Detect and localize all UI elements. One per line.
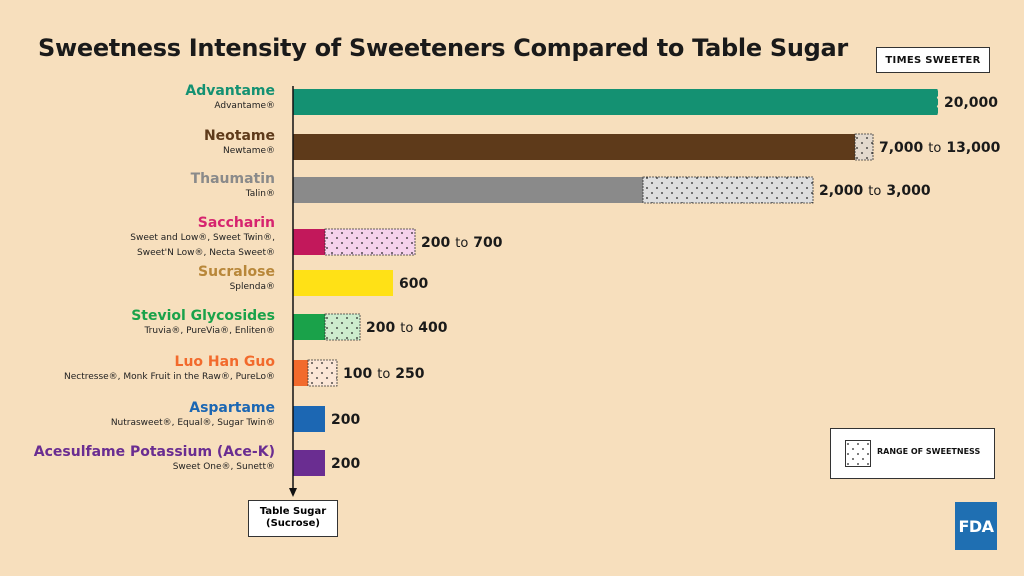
bar-group-4: Sucralose Splenda® 600: [198, 264, 428, 296]
bar-group-2: Thaumatin Talin® 2,000 to 3,000: [191, 171, 931, 204]
bar-group-6: Luo Han Guo Nectresse®, Monk Fruit in the…: [64, 354, 425, 387]
bar-group-8: Acesulfame Potassium (Ace-K) Sweet One®, …: [34, 444, 360, 476]
value-label-max-6: 250: [395, 366, 424, 382]
bar-group-3: Saccharin Sweet and Low®, Sweet Twin®, Swe…: [130, 215, 503, 258]
value-connector-6: to: [377, 367, 390, 382]
unit-label-box: TIMES SWEETER: [876, 47, 990, 73]
brand-label-2-0: Talin®: [245, 189, 275, 199]
baseline-label-line2: (Sucrose): [266, 518, 320, 529]
value-label-7: 200: [331, 412, 360, 428]
value-connector-1: to: [928, 141, 941, 156]
brand-label-3-1: Sweet'N Low®, Necta Sweet®: [137, 248, 275, 258]
bar-1: [293, 134, 855, 160]
baseline-label-line1: Table Sugar: [259, 506, 327, 517]
bar-2: [293, 177, 643, 203]
brand-label-7-0: Nutrasweet®, Equal®, Sugar Twin®: [111, 418, 275, 428]
value-connector-3: to: [455, 236, 468, 251]
bar-3: [293, 229, 325, 255]
axis-layer: [289, 86, 297, 497]
series-name-6: Luo Han Guo: [175, 354, 276, 370]
brand-label-0-0: Advantame®: [214, 101, 275, 111]
range-swatch: [845, 440, 871, 467]
brand-label-8-0: Sweet One®, Sunett®: [173, 462, 275, 472]
value-label-max-3: 700: [473, 235, 502, 251]
series-name-2: Thaumatin: [191, 171, 275, 187]
series-name-4: Sucralose: [198, 264, 275, 280]
fda-logo: FDA: [955, 502, 997, 550]
bar-8: [293, 450, 325, 476]
brand-label-3-0: Sweet and Low®, Sweet Twin®,: [130, 233, 275, 243]
bar-7: [293, 406, 325, 432]
brand-label-5-0: Truvia®, PureVia®, Enliten®: [143, 326, 275, 336]
range-dots-5: [325, 314, 360, 340]
value-label-5: 200: [366, 320, 395, 336]
value-label-max-1: 13,000: [946, 140, 1000, 156]
series-name-3: Saccharin: [198, 215, 275, 231]
value-label-4: 600: [399, 276, 428, 292]
range-dots-6: [308, 360, 337, 386]
bar-group-7: Aspartame Nutrasweet®, Equal®, Sugar Twin…: [111, 400, 360, 432]
value-connector-5: to: [400, 321, 413, 336]
range-dots-2: [643, 177, 813, 203]
value-label-max-2: 3,000: [886, 183, 931, 199]
value-label-2: 2,000: [819, 183, 864, 199]
axis-break-mark: [936, 88, 943, 116]
range-dots-3: [325, 229, 415, 255]
bar-4: [293, 270, 393, 296]
bars-layer: Advantame Advantame® 20,000 Neotame Newtame®…: [34, 83, 1001, 476]
baseline-label: Table Sugar (Sucrose): [248, 500, 338, 537]
series-name-8: Acesulfame Potassium (Ace-K): [34, 444, 275, 460]
value-label-1: 7,000: [879, 140, 924, 156]
bar-0: [293, 89, 938, 115]
bar-6: [293, 360, 308, 386]
value-connector-2: to: [868, 184, 881, 199]
bar-5: [293, 314, 325, 340]
value-label-0: 20,000: [944, 95, 998, 111]
brand-label-1-0: Newtame®: [223, 146, 275, 156]
brand-label-6-0: Nectresse®, Monk Fruit in the Raw®, Pure…: [64, 372, 275, 382]
chart-title: Sweetness Intensity of Sweeteners Compar…: [38, 34, 848, 62]
brand-label-4-0: Splenda®: [230, 282, 275, 292]
legend-label: RANGE OF SWEETNESS: [877, 447, 981, 456]
series-name-5: Steviol Glycosides: [131, 308, 275, 324]
bar-group-1: Neotame Newtame® 7,000 to 13,000: [204, 128, 1001, 161]
bar-group-5: Steviol Glycosides Truvia®, PureVia®, Enl…: [131, 308, 448, 341]
series-name-0: Advantame: [185, 83, 275, 99]
value-label-3: 200: [421, 235, 450, 251]
value-label-max-5: 400: [418, 320, 447, 336]
legend: RANGE OF SWEETNESS: [830, 428, 995, 479]
value-label-8: 200: [331, 456, 360, 472]
axis-arrow-icon: [289, 488, 297, 497]
bar-group-0: Advantame Advantame® 20,000: [185, 83, 998, 116]
range-dots-1: [855, 134, 873, 160]
series-name-1: Neotame: [204, 128, 275, 144]
value-label-6: 100: [343, 366, 372, 382]
series-name-7: Aspartame: [189, 400, 275, 416]
